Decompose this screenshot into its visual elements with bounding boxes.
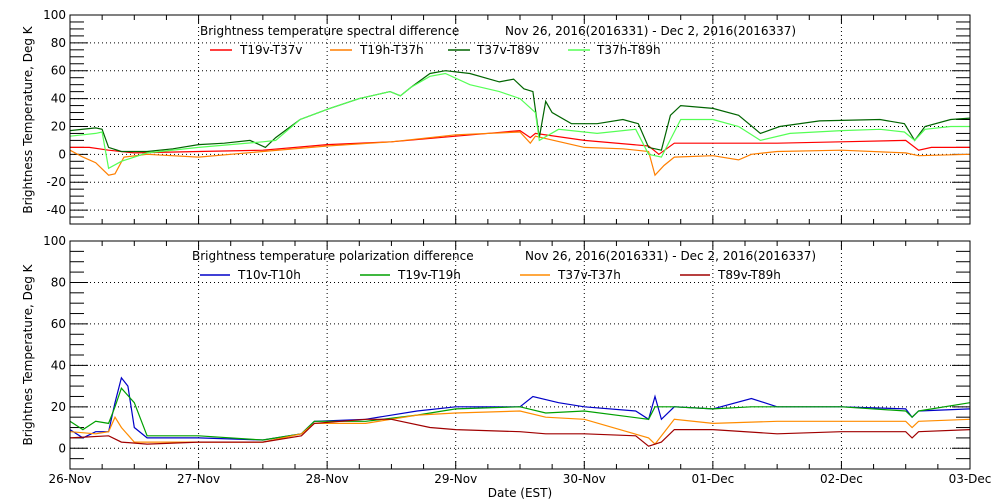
- plot-frame: [69, 14, 971, 225]
- legend-label: T37h-T89h: [596, 43, 661, 57]
- y-tick-label: -40: [46, 203, 66, 217]
- legend-label: T10v-T10h: [237, 268, 301, 282]
- legend-label: T89v-T89h: [717, 268, 781, 282]
- series-line-t19v-t19h: [69, 387, 971, 441]
- y-tick-label: 60: [51, 317, 66, 331]
- chart-date-range: Nov 26, 2016(2016331) - Dec 2, 2016(2016…: [525, 249, 816, 263]
- series-line-t89v-t89h: [69, 418, 971, 447]
- x-tick-label: 26-Nov: [48, 472, 91, 486]
- y-tick-label: 0: [58, 147, 66, 161]
- chart-date-range: Nov 26, 2016(2016331) - Dec 2, 2016(2016…: [505, 24, 796, 38]
- series-line-t37v-t37h: [69, 410, 971, 445]
- x-tick-label: 30-Nov: [563, 472, 606, 486]
- y-tick-label: 100: [43, 234, 66, 248]
- x-tick-label: 29-Nov: [434, 472, 477, 486]
- chart-title: Brightness temperature polarization diff…: [192, 249, 474, 263]
- y-tick-label: 60: [51, 64, 66, 78]
- plot-panel-1: 100 80 60 40 20 0 -20 -40 Brightness Temperature…: [21, 8, 971, 225]
- series-line-t19v-t37v: [70, 129, 970, 156]
- x-tick-label: 02-Dec: [820, 472, 863, 486]
- series-line-t10v-t10h: [69, 376, 971, 441]
- legend-label: T19v-T19h: [397, 268, 461, 282]
- legend-label: T37v-T89v: [476, 43, 539, 57]
- legend-label: T37v-T37h: [557, 268, 621, 282]
- y-tick-label: 80: [51, 275, 66, 289]
- series-line-t19h-t37h: [69, 131, 971, 177]
- y-tick-label: 100: [43, 8, 66, 22]
- y-tick-label: 20: [51, 400, 66, 414]
- y-axis-label: Brightness Temperature, Deg K: [21, 25, 35, 213]
- legend-label: T19h-T37h: [359, 43, 424, 57]
- x-tick-label: 27-Nov: [177, 472, 220, 486]
- legend-label: T19v-T37v: [239, 43, 302, 57]
- y-tick-label: 40: [51, 358, 66, 372]
- x-tick-label: 01-Dec: [691, 472, 734, 486]
- y-tick-label: 80: [51, 36, 66, 50]
- y-axis-label: Brightnes Temperature, Deg K: [21, 263, 35, 445]
- plot-frame: [69, 240, 971, 470]
- y-tick-label: 0: [58, 441, 66, 455]
- y-tick-label: 20: [51, 119, 66, 133]
- x-tick-label: 03-Dec: [949, 472, 992, 486]
- plot-panel-2: 100 80 60 40 20 0 Brightnes Temperature, Deg K…: [21, 234, 991, 500]
- chart-title: Brightness temperature spectral differen…: [200, 24, 459, 38]
- series-line-t37h-t89h: [69, 72, 970, 170]
- x-axis-label: Date (EST): [488, 486, 552, 500]
- y-tick-label: -20: [46, 175, 66, 189]
- x-tick-label: 28-Nov: [306, 472, 349, 486]
- series-line-t37v-t89v: [69, 70, 971, 153]
- y-tick-label: 40: [51, 92, 66, 106]
